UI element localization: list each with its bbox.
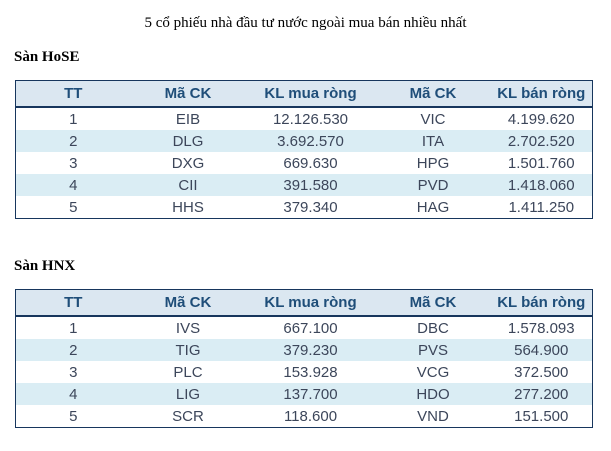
table-row: 4 LIG 137.700 HDO 277.200: [15, 383, 593, 405]
rank-cell: 1: [69, 319, 78, 337]
column-header-tt: TT: [15, 289, 131, 317]
hose-table: TT Mã CK KL mua ròng Mã CK KL bán ròng 1…: [15, 80, 593, 219]
buy-ticker-cell: TIG: [175, 341, 201, 359]
sell-volume-cell: 4.199.620: [507, 110, 575, 128]
buy-volume-cell: 118.600: [283, 407, 338, 425]
sell-ticker-cell: PVS: [417, 341, 448, 359]
buy-volume-cell: 153.928: [283, 363, 338, 381]
page-title: 5 cổ phiếu nhà đầu tư nước ngoài mua bán…: [144, 15, 467, 31]
sell-volume-cell: 564.900: [514, 341, 569, 359]
sell-ticker-cell: HAG: [416, 198, 450, 216]
buy-ticker-cell: DLG: [172, 132, 204, 150]
table-row: 3 PLC 153.928 VCG 372.500: [16, 361, 593, 383]
table-header-row: TT Mã CK KL mua ròng Mã CK KL bán ròng: [15, 80, 593, 108]
sell-volume-cell: 2.702.520: [507, 132, 575, 150]
table-row: 2 DLG 3.692.570 ITA 2.702.520: [15, 130, 593, 152]
table-row: 3 DXG 669.630 HPG 1.501.760: [16, 152, 593, 174]
sell-ticker-cell: ITA: [421, 132, 445, 150]
buy-ticker-cell: EIB: [175, 110, 201, 128]
column-header-buy-ticker: Mã CK: [130, 289, 246, 317]
column-header-sell-volume: KL bán ròng: [490, 80, 593, 108]
buy-ticker-cell: IVS: [175, 319, 201, 337]
section-heading-hose: Sàn HoSE: [14, 49, 80, 65]
rank-cell: 2: [69, 132, 78, 150]
sell-ticker-cell: PVD: [417, 176, 449, 194]
table-row: 1 EIB 12.126.530 VIC 4.199.620: [16, 107, 593, 130]
rank-cell: 5: [69, 407, 78, 425]
rank-cell: 3: [69, 363, 78, 381]
column-header-tt: TT: [15, 80, 131, 108]
sell-ticker-cell: HDO: [416, 385, 450, 403]
rank-cell: 4: [69, 176, 78, 194]
buy-ticker-cell: LIG: [175, 385, 201, 403]
sell-volume-cell: 1.578.093: [507, 319, 575, 337]
buy-ticker-cell: DXG: [171, 154, 205, 172]
table-row: 5 SCR 118.600 VND 151.500: [16, 405, 593, 428]
rank-cell: 1: [69, 110, 78, 128]
column-header-sell-ticker: Mã CK: [375, 80, 491, 108]
buy-volume-cell: 379.340: [283, 198, 338, 216]
buy-volume-cell: 669.630: [283, 154, 338, 172]
sell-volume-cell: 151.500: [514, 407, 569, 425]
sell-volume-cell: 277.200: [514, 385, 569, 403]
buy-volume-cell: 3.692.570: [277, 132, 344, 150]
buy-ticker-cell: HHS: [172, 198, 204, 216]
table-row: 2 TIG 379.230 PVS 564.900: [15, 339, 593, 361]
table-row: 5 HHS 379.340 HAG 1.411.250: [16, 196, 593, 219]
table-row: 4 CII 391.580 PVD 1.418.060: [15, 174, 593, 196]
buy-volume-cell: 667.100: [283, 319, 338, 337]
buy-volume-cell: 137.700: [283, 385, 338, 403]
sell-ticker-cell: VCG: [416, 363, 450, 381]
buy-ticker-cell: PLC: [173, 363, 203, 381]
table-row: 1 IVS 667.100 DBC 1.578.093: [16, 316, 593, 339]
buy-ticker-cell: CII: [178, 176, 198, 194]
sell-ticker-cell: VND: [417, 407, 449, 425]
rank-cell: 3: [69, 154, 78, 172]
sell-ticker-cell: VIC: [420, 110, 446, 128]
sell-ticker-cell: HPG: [416, 154, 450, 172]
sell-volume-cell: 1.411.250: [508, 198, 575, 216]
hnx-table: TT Mã CK KL mua ròng Mã CK KL bán ròng 1…: [15, 289, 593, 428]
column-header-sell-ticker: Mã CK: [375, 289, 491, 317]
column-header-buy-ticker: Mã CK: [130, 80, 246, 108]
buy-volume-cell: 391.580: [283, 176, 338, 194]
column-header-buy-volume: KL mua ròng: [245, 289, 376, 317]
rank-cell: 2: [69, 341, 78, 359]
buy-ticker-cell: SCR: [172, 407, 204, 425]
table-header-row: TT Mã CK KL mua ròng Mã CK KL bán ròng: [15, 289, 593, 317]
sell-ticker-cell: DBC: [417, 319, 449, 337]
rank-cell: 5: [69, 198, 78, 216]
rank-cell: 4: [69, 385, 78, 403]
buy-volume-cell: 379.230: [283, 341, 338, 359]
section-heading-hnx: Sàn HNX: [14, 258, 76, 274]
column-header-buy-volume: KL mua ròng: [245, 80, 376, 108]
column-header-sell-volume: KL bán ròng: [490, 289, 593, 317]
sell-volume-cell: 1.418.060: [507, 176, 575, 194]
sell-volume-cell: 372.500: [514, 363, 569, 381]
sell-volume-cell: 1.501.760: [507, 154, 575, 172]
buy-volume-cell: 12.126.530: [272, 110, 349, 128]
